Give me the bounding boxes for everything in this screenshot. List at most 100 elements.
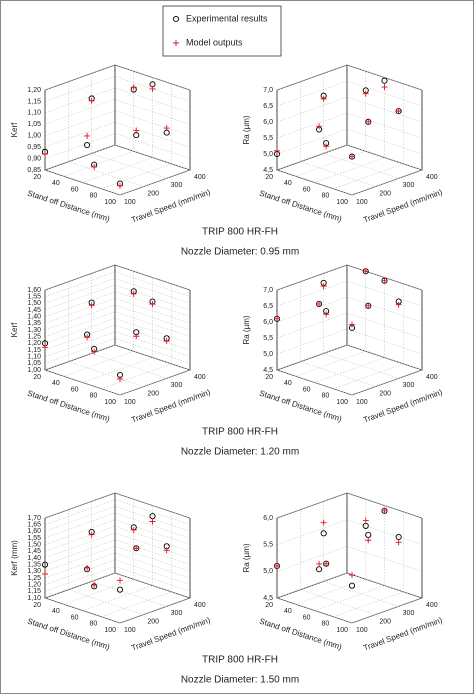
grid-line: [276, 572, 348, 599]
z-tick-label: 5,0: [263, 568, 273, 575]
point: [130, 526, 137, 533]
x-tick-label: 100: [104, 627, 116, 634]
grid-line: [276, 312, 348, 339]
grid-line: [44, 284, 116, 311]
x-tick-label: 20: [265, 602, 273, 609]
y-tick-label: 300: [403, 182, 415, 189]
caption-note: Nozzle Diameter: 0.95 mm: [181, 247, 299, 258]
z-tick-label: 1,65: [27, 522, 41, 529]
z-tick-label: 5,5: [263, 135, 273, 142]
z-tick-label: 4,5: [263, 367, 273, 374]
grid-line: [351, 169, 423, 196]
grid-line: [276, 169, 353, 196]
y-tick-label: 400: [426, 602, 438, 609]
grid-line: [333, 591, 404, 617]
grid-line: [114, 492, 191, 519]
grid-line: [346, 492, 423, 519]
point: [395, 108, 402, 115]
grid-line: [114, 344, 191, 371]
z-tick-label: 1,20: [27, 87, 41, 94]
z-tick-label: 6,0: [263, 319, 273, 326]
grid-line: [91, 153, 167, 179]
point: [163, 547, 170, 554]
y-tick-label: 100: [356, 399, 368, 406]
grid-line: [44, 552, 116, 579]
grid-line: [276, 280, 348, 307]
grid-line: [44, 344, 116, 371]
point: [133, 333, 140, 340]
grid-line: [44, 144, 116, 171]
caption-note: Nozzle Diameter: 1.50 mm: [181, 675, 299, 686]
point: [349, 572, 355, 578]
caption-title: TRIP 800 HR-FH: [202, 427, 278, 438]
x-axis-title: Stand off Distance (mm): [26, 389, 111, 424]
z-tick-label: 6,5: [263, 303, 273, 310]
grid-line: [333, 163, 404, 189]
y-tick-label: 200: [147, 191, 159, 198]
point: [88, 97, 95, 104]
grid-line: [44, 298, 116, 324]
grid-line: [82, 585, 153, 611]
grid-line: [44, 331, 116, 357]
grid-line: [314, 357, 385, 383]
x-tick-label: 40: [52, 380, 60, 387]
x-tick-label: 40: [52, 608, 60, 615]
point: [91, 582, 98, 588]
z-tick-label: 1,35: [27, 562, 41, 569]
point: [362, 90, 369, 97]
point: [381, 84, 388, 91]
grid-line: [333, 363, 404, 389]
grid-line: [346, 344, 423, 371]
grid-line: [114, 324, 191, 351]
grid-line: [44, 311, 116, 337]
y-tick-label: 100: [124, 627, 136, 634]
z-tick-label: 0,85: [27, 167, 41, 174]
grid-line: [323, 353, 399, 379]
x-axis-title: Stand off Distance (mm): [26, 189, 111, 224]
point: [349, 321, 355, 328]
panel: 0,85 0,90 0,95 1,00 1,05 1,10 1,15 1,20 20 40 60 80…: [10, 64, 212, 225]
point: [117, 376, 123, 382]
x-tick-label: 40: [284, 180, 292, 187]
point: [163, 125, 170, 132]
caption-title: TRIP 800 HR-FH: [202, 227, 278, 238]
grid-line: [44, 512, 116, 539]
grid-line: [276, 264, 348, 291]
z-tick-label: 0,90: [27, 155, 41, 162]
z-tick-label: 1,60: [27, 287, 41, 294]
x-tick-label: 80: [321, 621, 329, 628]
z-tick-label: 6,0: [263, 119, 273, 126]
grid-line: [44, 597, 121, 624]
point: [149, 85, 156, 92]
grid-line: [44, 369, 121, 396]
x-tick-label: 60: [303, 186, 311, 193]
caption-title: TRIP 800 HR-FH: [202, 655, 278, 666]
point: [88, 531, 95, 538]
z-tick-label: 1,55: [27, 294, 41, 301]
x-tick-label: 100: [104, 399, 116, 406]
x-tick-label: 100: [336, 199, 348, 206]
y-axis-title: Travel Speed (mm/min): [362, 388, 444, 425]
grid-line: [44, 318, 116, 344]
z-tick-label: 7,0: [263, 287, 273, 294]
point: [274, 315, 280, 322]
grid-line: [300, 361, 376, 387]
grid-line: [91, 581, 167, 607]
point: [88, 302, 95, 309]
x-tick-label: 20: [265, 174, 273, 181]
legend-box: [162, 5, 282, 57]
point: [320, 95, 327, 102]
grid-line: [68, 361, 144, 387]
grid-line: [44, 338, 116, 364]
y-tick-label: 200: [147, 391, 159, 398]
grid-line: [276, 296, 348, 323]
point: [117, 577, 123, 584]
grid-line: [68, 589, 144, 615]
point: [395, 539, 402, 546]
grid-line: [300, 161, 376, 187]
point: [365, 302, 372, 309]
z-tick-label: 4,5: [263, 167, 273, 174]
z-tick-label: 1,35: [27, 320, 41, 327]
x-tick-label: 100: [336, 399, 348, 406]
grid-line: [114, 546, 191, 572]
